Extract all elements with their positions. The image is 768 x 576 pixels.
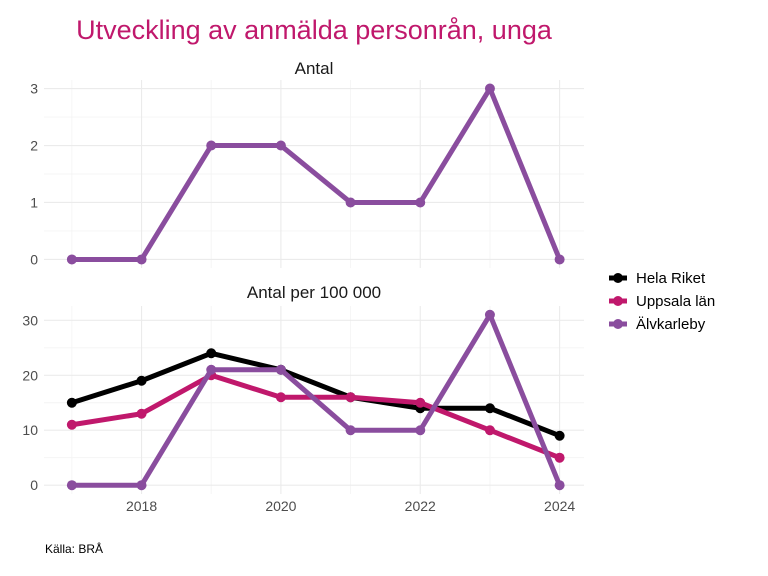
x-tick-label: 2018 [126,498,157,514]
data-point [415,197,426,208]
panel-title: Antal per 100 000 [247,283,381,302]
data-point [66,480,77,491]
y-tick-label: 20 [22,367,38,383]
series-line [71,86,562,262]
legend-key-point [613,273,623,283]
series-älvkarleby [66,309,565,491]
data-point [345,425,356,436]
y-tick-label: 3 [30,81,38,97]
legend-key-point [613,296,623,306]
chart-title: Utveckling av anmälda personrån, unga [76,15,553,45]
series-line [71,350,561,439]
y-tick-label: 0 [30,251,38,267]
data-point [206,140,217,151]
data-point [275,140,286,151]
legend-label: Älvkarleby [636,316,706,333]
legend-item: Uppsala län [609,293,715,310]
data-point [136,480,147,491]
data-point [66,254,77,265]
data-point [554,254,565,265]
data-point [554,452,565,463]
data-point [554,430,565,441]
data-point [345,197,356,208]
legend-label: Hela Riket [636,270,706,287]
caption: Källa: BRÅ [45,541,103,556]
data-point [206,364,217,375]
x-tick-label: 2024 [544,498,575,514]
data-point [275,392,286,403]
series-älvkarleby [66,83,565,265]
data-point [136,375,147,386]
legend-label: Uppsala län [636,293,715,310]
data-point [66,419,77,430]
data-point [136,254,147,265]
y-tick-label: 0 [30,477,38,493]
data-point [415,425,426,436]
data-point [136,408,147,419]
data-point [66,397,77,408]
data-point [345,392,356,403]
legend-item: Hela Riket [609,270,706,287]
y-tick-label: 10 [22,422,38,438]
panel-title: Antal [295,59,334,78]
data-point [484,309,495,320]
data-point [554,480,565,491]
panel-2: Antal per 100 000 0 10 20 30 2018 2020 2022 2024 [22,283,584,514]
data-point [484,425,495,436]
x-tick-label: 2020 [265,498,296,514]
y-tick-label: 2 [30,138,38,154]
panels: Antal 0 1 2 3 Antal per 100 000 0 10 20 30 2018 202… [22,59,584,514]
x-tick-label: 2022 [405,498,436,514]
data-point [206,348,217,359]
y-tick-label: 30 [22,312,38,328]
data-point [484,403,495,414]
legend-item: Älvkarleby [609,316,706,333]
series-line [71,312,562,488]
panel-1: Antal 0 1 2 3 [30,59,584,268]
data-point [275,364,286,375]
y-tick-label: 1 [30,194,38,210]
data-point [484,83,495,94]
data-point [415,397,426,408]
legend-key-point [613,319,623,329]
legend: Hela Riket Uppsala län Älvkarleby [609,270,715,333]
